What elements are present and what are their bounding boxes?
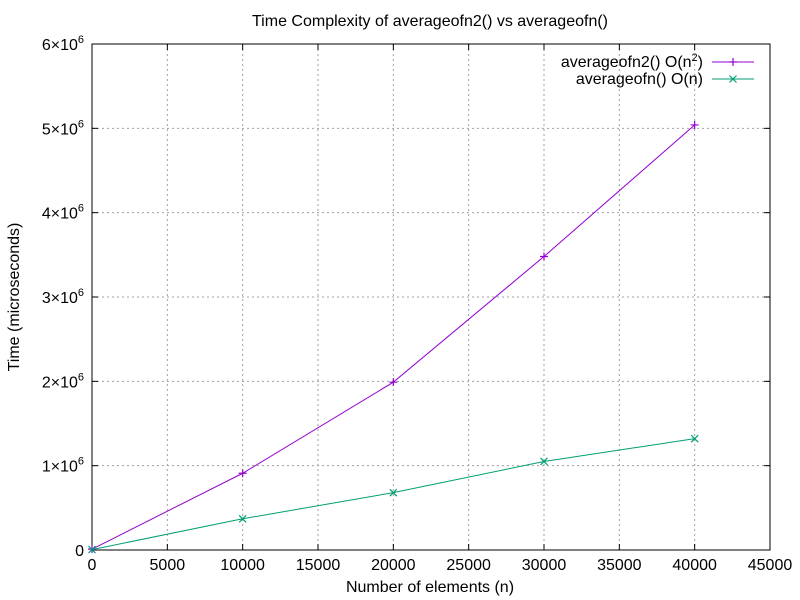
x-tick-label: 0: [88, 557, 97, 574]
y-tick-label: 2×106: [42, 371, 84, 391]
data-point: [690, 120, 699, 129]
data-point: [690, 434, 699, 443]
data-point: [238, 514, 247, 523]
data-point: [389, 378, 398, 387]
x-tick-label: 40000: [672, 557, 717, 574]
series: [88, 120, 699, 554]
y-tick-label: 5×106: [42, 118, 84, 138]
legend-marker: [729, 58, 737, 66]
legend-label: averageofn() O(n): [576, 71, 703, 88]
chart-title: Time Complexity of averageofn2() vs aver…: [252, 13, 608, 30]
x-tick-label: 10000: [220, 557, 265, 574]
x-tick-label: 5000: [150, 557, 186, 574]
y-tick-label: 1×106: [42, 456, 84, 476]
x-tick-label: 25000: [446, 557, 491, 574]
x-tick-label: 15000: [296, 557, 341, 574]
x-tick-label: 35000: [597, 557, 642, 574]
legend: averageofn2() O(n2)averageofn() O(n): [561, 52, 754, 88]
x-axis-label: Number of elements (n): [346, 579, 514, 596]
x-tick-label: 20000: [371, 557, 416, 574]
data-point: [238, 469, 247, 478]
data-point: [540, 457, 548, 466]
data-point: [389, 488, 398, 497]
grid: [92, 44, 770, 550]
x-tick-label: 30000: [522, 557, 567, 574]
y-tick-label: 0: [75, 543, 84, 560]
legend-label: averageofn2() O(n2): [561, 52, 703, 71]
data-point: [88, 545, 96, 554]
axis-ticks: 0 5000 10000 15000 20000 25000 30000 35000 40000…: [42, 34, 793, 574]
y-tick-label: 4×106: [42, 203, 84, 223]
y-axis-label: Time (microseconds): [6, 223, 23, 372]
y-tick-label: 6×106: [42, 34, 84, 54]
legend-marker: [729, 75, 737, 83]
x-tick-label: 45000: [748, 557, 793, 574]
data-point: [540, 252, 548, 261]
y-tick-label: 3×106: [42, 287, 84, 307]
